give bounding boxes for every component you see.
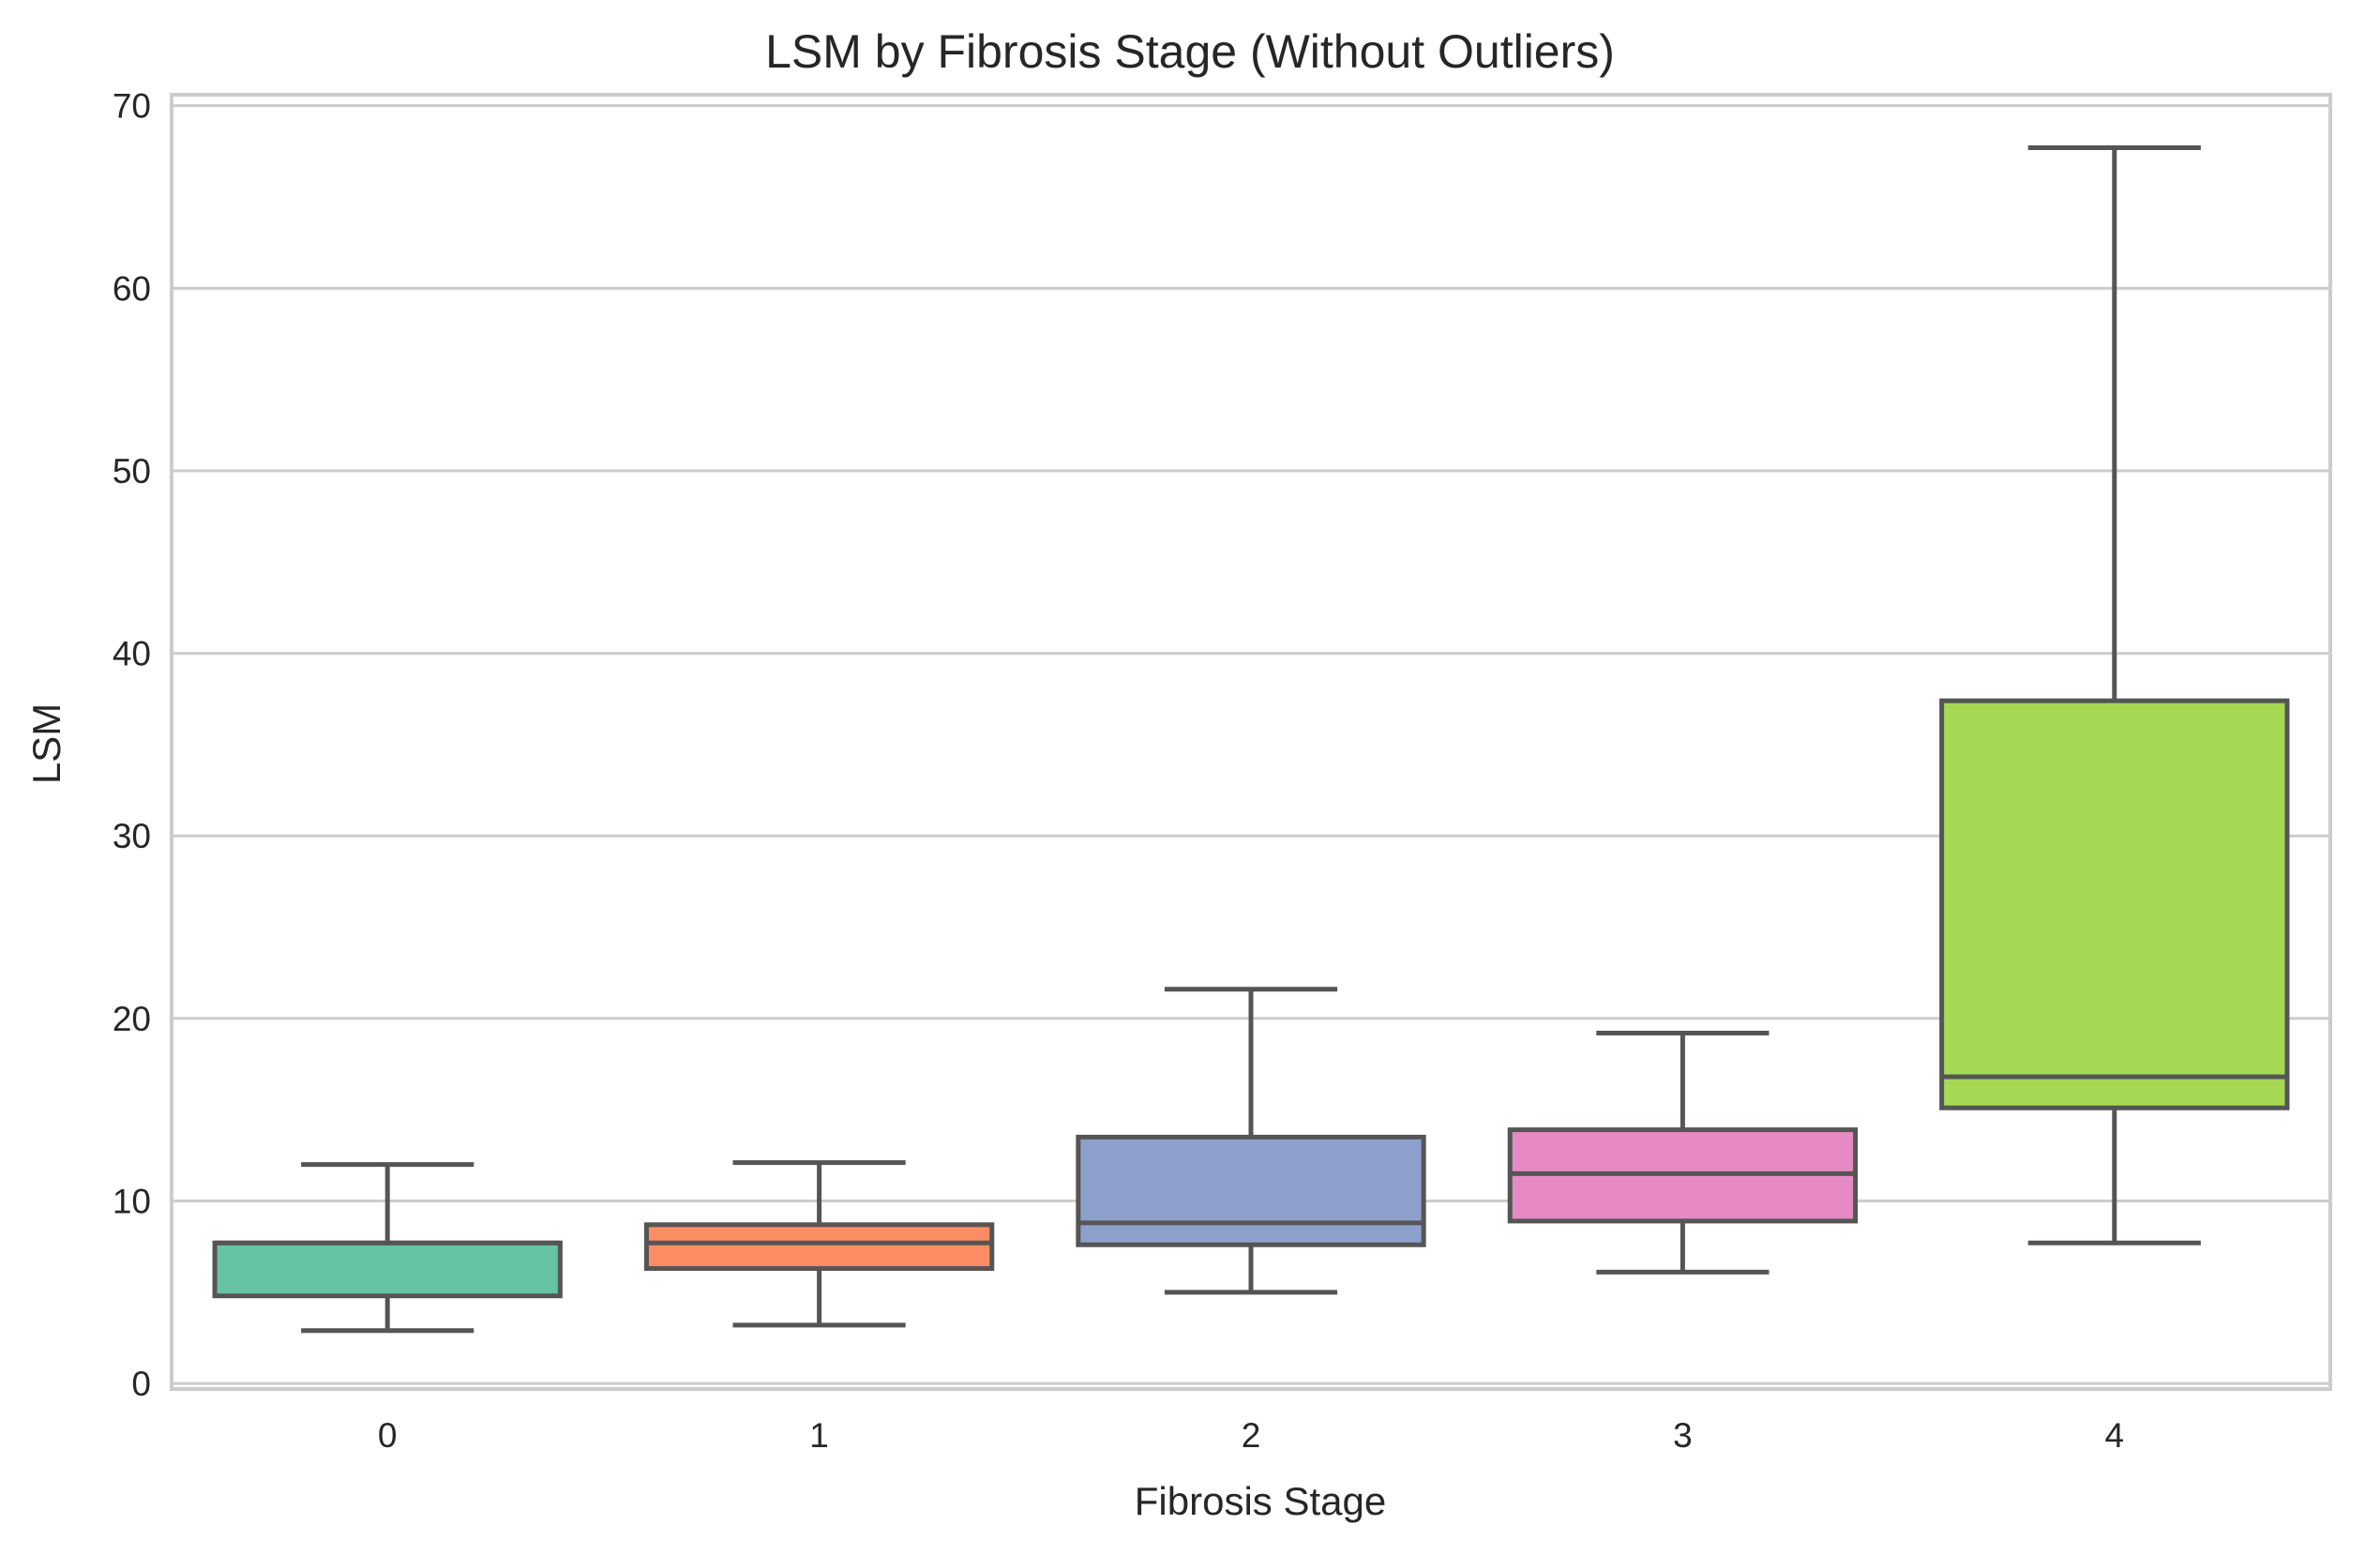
y-tick-label-60: 60	[113, 269, 151, 308]
x-axis-label: Fibrosis Stage	[1135, 1479, 1386, 1523]
iqr-box	[1939, 698, 2290, 1110]
y-tick-label-0: 0	[131, 1365, 151, 1403]
y-tick-label-50: 50	[113, 452, 151, 491]
box-stage-1	[643, 1160, 995, 1328]
x-tick-label-1: 1	[809, 1416, 829, 1455]
y-tick-labels: 0 10 20 30 40 50 60 70	[113, 87, 151, 1403]
box-stage-3	[1507, 1030, 1859, 1275]
iqr-box	[1076, 1134, 1426, 1247]
y-tick-label-40: 40	[113, 635, 151, 673]
x-tick-label-4: 4	[2105, 1416, 2125, 1455]
plot-frame	[170, 93, 2332, 1391]
x-tick-label-0: 0	[378, 1416, 398, 1455]
box-stage-0	[212, 1162, 563, 1334]
x-tick-label-3: 3	[1673, 1416, 1693, 1455]
boxes-layer	[212, 144, 2290, 1334]
y-tick-label-20: 20	[113, 1000, 151, 1038]
iqr-box	[212, 1240, 563, 1299]
x-tick-labels: 0 1 2 3 4	[378, 1416, 2124, 1455]
y-axis-label: LSM	[24, 703, 68, 784]
x-tick-label-2: 2	[1242, 1416, 1261, 1455]
y-tick-label-30: 30	[113, 817, 151, 855]
iqr-box	[643, 1222, 995, 1272]
box-stage-4	[1939, 144, 2290, 1246]
y-tick-label-10: 10	[113, 1183, 151, 1221]
box-stage-2	[1076, 987, 1426, 1295]
y-tick-label-70: 70	[113, 87, 151, 126]
chart-title: LSM by Fibrosis Stage (Without Outliers)	[765, 25, 1615, 78]
